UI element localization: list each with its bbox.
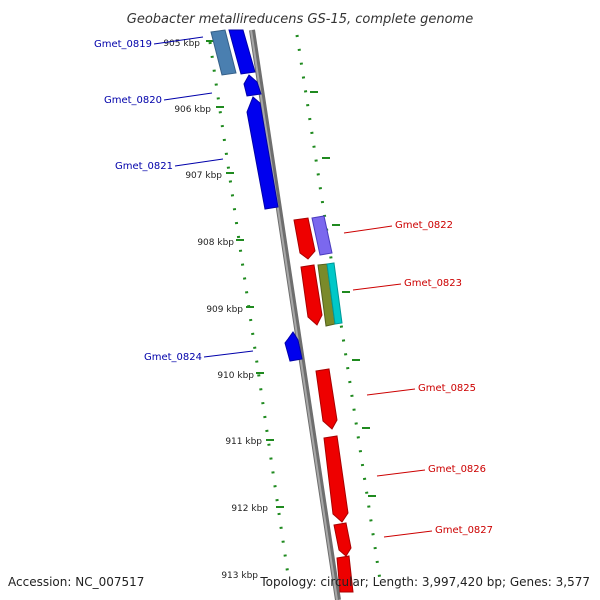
gene-label-gmet-0821[interactable]: Gmet_0821 <box>115 161 173 172</box>
left-tick-track <box>208 41 290 576</box>
gene-gmet-0826-arrow[interactable] <box>323 435 349 523</box>
map-title: Geobacter metallireducens GS-15, complet… <box>127 12 473 27</box>
feature-cyan[interactable] <box>326 262 343 325</box>
feature-steelblue[interactable] <box>210 29 237 76</box>
gene-label-gmet-0824[interactable]: Gmet_0824 <box>144 352 202 363</box>
tick-label: 905 kbp <box>163 39 200 49</box>
gene-label-gmet-0820[interactable]: Gmet_0820 <box>104 95 162 106</box>
major-ticks <box>206 40 376 508</box>
gene-label-gmet-0825[interactable]: Gmet_0825 <box>418 383 476 394</box>
tick-label: 906 kbp <box>174 105 211 115</box>
gene-label-gmet-0819[interactable]: Gmet_0819 <box>94 39 152 50</box>
gene-label-gmet-0826[interactable]: Gmet_0826 <box>428 464 486 475</box>
gene-partial-arrow[interactable] <box>336 555 354 593</box>
tick-label: 909 kbp <box>206 305 243 315</box>
gene-gmet-0827-arrow[interactable] <box>333 522 352 557</box>
tick-label: 913 kbp <box>221 571 258 581</box>
genome-backbone-highlight <box>250 29 338 600</box>
topology-text: Topology: circular; Length: 3,997,420 bp… <box>259 575 590 589</box>
gene-label-gmet-0823[interactable]: Gmet_0823 <box>404 278 462 289</box>
gene-label-gmet-0827[interactable]: Gmet_0827 <box>435 525 493 536</box>
tick-label: 908 kbp <box>197 238 234 248</box>
gene-gmet-0819-arrow[interactable] <box>228 29 256 75</box>
tick-label: 911 kbp <box>225 437 262 447</box>
feature-purple[interactable] <box>311 215 333 256</box>
label-leaders <box>153 36 433 538</box>
gene-gmet-0822-arrow[interactable] <box>293 217 316 260</box>
gene-label-gmet-0822[interactable]: Gmet_0822 <box>395 220 453 231</box>
accession-text: Accession: NC_007517 <box>8 575 144 589</box>
gene-gmet-0820-arrow[interactable] <box>243 74 262 97</box>
gene-gmet-0821-arrow[interactable] <box>246 96 279 210</box>
gene-gmet-0824-arrow[interactable] <box>284 331 303 362</box>
gene-gmet-0825-arrow[interactable] <box>315 368 338 430</box>
tick-label: 907 kbp <box>185 171 222 181</box>
tick-label: 912 kbp <box>231 504 268 514</box>
tick-label: 910 kbp <box>217 371 254 381</box>
gene-gmet-0823-arrow[interactable] <box>300 264 323 326</box>
